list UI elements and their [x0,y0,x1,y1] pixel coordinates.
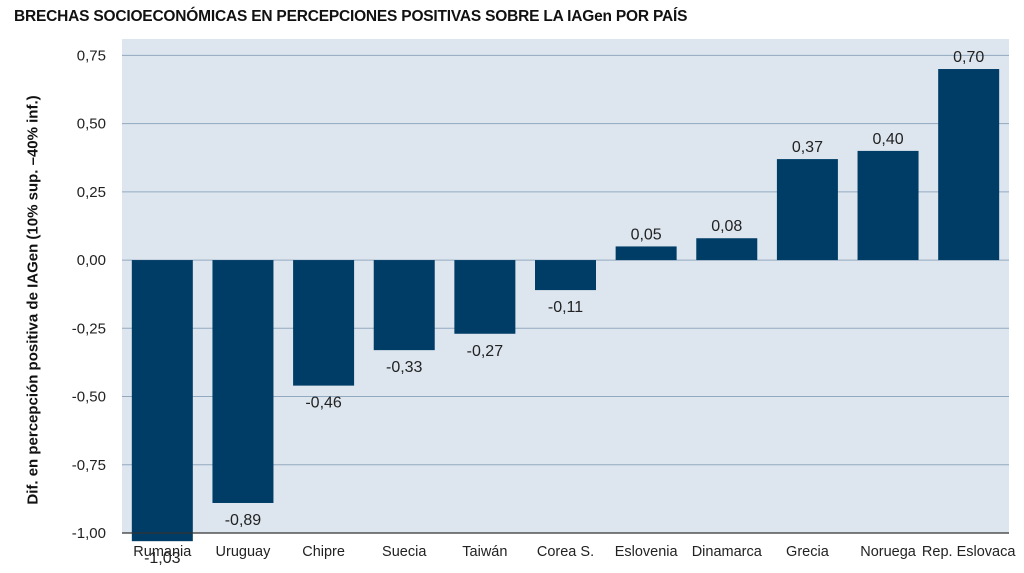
bar [293,260,355,386]
x-tick-label: Chipre [302,544,345,560]
y-tick-label: 0,25 [77,184,106,201]
data-label: 0,40 [872,131,903,148]
y-tick-label: -0,25 [72,320,106,337]
bar [696,238,758,261]
bar [857,150,919,261]
bar [535,260,596,291]
data-label: 0,08 [711,218,742,235]
bar [615,246,677,261]
data-label: -0,11 [548,299,583,316]
data-label: -0,33 [386,359,423,376]
data-label: -0,46 [305,395,342,412]
bar [373,260,435,351]
x-tick-label: Dinamarca [692,544,763,560]
x-tick-label: Rumania [133,544,192,560]
x-tick-label: Suecia [382,544,427,560]
y-tick-label: -1,00 [72,525,106,542]
x-tick-label: Corea S. [537,544,594,560]
x-tick-label: Noruega [860,544,917,560]
bar [454,260,516,334]
y-tick-label: 0,50 [77,116,106,133]
data-label: 0,37 [792,139,823,156]
bar [131,260,193,542]
x-tick-label: Uruguay [216,544,272,560]
y-tick-label: -0,50 [72,389,106,406]
data-label: -0,89 [225,512,262,529]
data-label: 0,70 [953,49,984,66]
x-tick-label: Grecia [786,544,830,560]
x-tick-label: Eslovenia [615,544,679,560]
x-tick-label: Taiwán [462,544,507,560]
x-tick-label: Rep. Eslovaca [922,544,1016,560]
y-tick-label: 0,75 [77,47,106,64]
chart-title: BRECHAS SOCIOECONÓMICAS EN PERCEPCIONES … [14,8,688,25]
data-label: -1,03 [144,550,181,567]
y-tick-label: -0,75 [72,457,106,474]
bar [212,260,274,503]
bar [938,69,1000,261]
bar [776,159,838,261]
data-label: -0,27 [467,343,504,360]
data-label: 0,05 [631,226,662,243]
y-tick-label: 0,00 [77,252,106,269]
